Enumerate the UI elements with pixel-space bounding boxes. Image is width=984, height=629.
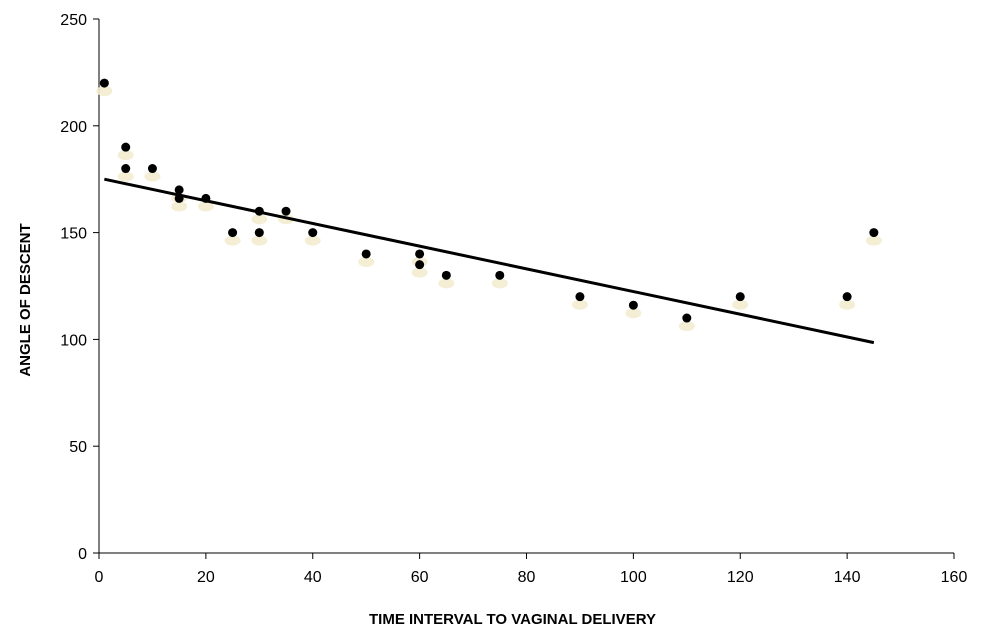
point-shadow xyxy=(171,201,188,212)
point-shadow xyxy=(197,201,214,212)
data-point xyxy=(121,142,131,152)
x-tick-label: 120 xyxy=(727,569,754,586)
y-tick-label: 50 xyxy=(69,439,87,456)
data-point xyxy=(495,270,505,280)
x-axis-ticks xyxy=(98,553,955,559)
point-shadow xyxy=(732,299,749,310)
point-shadow xyxy=(438,278,455,289)
data-point xyxy=(281,206,291,216)
data-point xyxy=(201,193,211,203)
data-point xyxy=(441,270,451,280)
point-shadow xyxy=(491,278,508,289)
y-tick-label: 100 xyxy=(60,332,87,349)
point-shadow xyxy=(678,321,695,332)
point-shadows xyxy=(96,86,882,332)
point-shadow xyxy=(96,86,113,97)
data-point xyxy=(147,164,157,174)
point-shadow xyxy=(571,299,588,310)
point-shadow xyxy=(411,267,428,278)
point-shadow xyxy=(251,235,268,246)
data-point xyxy=(121,164,131,174)
point-shadow xyxy=(358,256,375,267)
x-tick-label: 20 xyxy=(197,569,215,586)
data-point xyxy=(361,249,371,259)
point-shadow xyxy=(865,235,882,246)
data-point xyxy=(254,228,264,238)
data-point xyxy=(628,300,638,310)
trendline xyxy=(104,177,875,345)
data-point xyxy=(174,185,184,195)
x-tick-label: 0 xyxy=(95,569,104,586)
x-tick-label: 80 xyxy=(518,569,536,586)
data-point xyxy=(735,292,745,302)
x-tick-label: 60 xyxy=(411,569,429,586)
data-point xyxy=(254,206,264,216)
data-point xyxy=(174,193,184,203)
x-axis-title: TIME INTERVAL TO VAGINAL DELIVERY xyxy=(369,611,656,628)
y-tick-label: 0 xyxy=(78,546,87,563)
point-shadow xyxy=(224,235,241,246)
x-tick-label: 140 xyxy=(834,569,861,586)
data-point xyxy=(682,313,692,323)
data-point xyxy=(99,78,109,88)
y-tick-label: 250 xyxy=(60,12,87,29)
y-axis-ticks xyxy=(93,18,99,554)
data-point xyxy=(415,260,425,270)
point-shadow xyxy=(117,171,134,182)
y-axis-title: ANGLE OF DESCENT xyxy=(17,223,34,376)
x-tick-label: 100 xyxy=(620,569,647,586)
data-point xyxy=(575,292,585,302)
data-point xyxy=(869,228,879,238)
y-tick-label: 200 xyxy=(60,119,87,136)
y-axis-tick-labels: 0 50 100 150 200 250 xyxy=(60,12,87,563)
point-shadow xyxy=(625,308,642,319)
data-point xyxy=(228,228,238,238)
data-point xyxy=(842,292,852,302)
point-shadow xyxy=(117,150,134,161)
data-point xyxy=(415,249,425,259)
data-point xyxy=(308,228,318,238)
point-shadow xyxy=(251,214,268,225)
x-axis-tick-labels: 0 20 40 60 80 100 120 140 160 xyxy=(95,569,968,586)
point-shadow xyxy=(144,171,161,182)
data-points xyxy=(99,78,879,323)
point-shadow xyxy=(839,299,856,310)
x-tick-label: 40 xyxy=(304,569,322,586)
x-tick-label: 160 xyxy=(941,569,968,586)
point-shadow xyxy=(304,235,321,246)
y-tick-label: 150 xyxy=(60,226,87,243)
